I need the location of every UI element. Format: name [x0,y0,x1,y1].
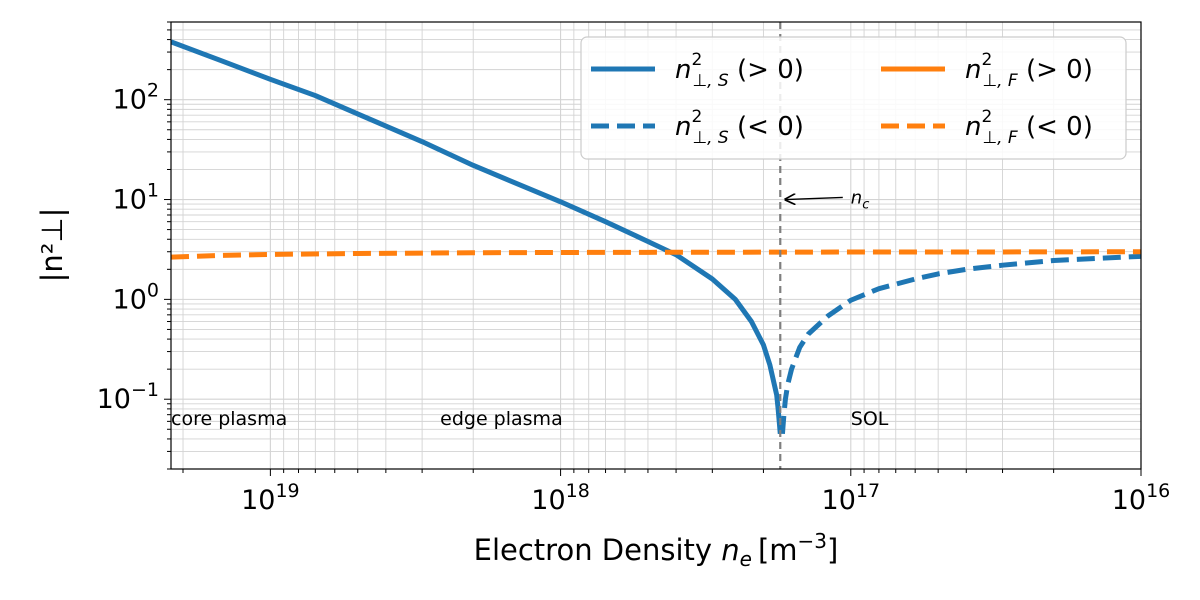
annotation-label: nc [851,187,870,212]
legend-label: n2 ⊥, S (> 0) [675,50,804,91]
y-tick-label: 10−1 [97,379,159,415]
x-tick-label: 1019 [241,480,300,516]
legend-label: n2 ⊥, F (> 0) [965,50,1093,91]
legend-box [580,36,1127,160]
annotation-arrow [785,197,843,199]
plot-frame [170,21,1142,470]
x-tick-label: 1018 [531,480,590,516]
series-line-0 [171,39,783,435]
x-tick-label: 1017 [822,480,881,516]
y-tick-label: 101 [113,180,159,216]
series-line-1 [779,253,1141,435]
region-label: core plasma [171,408,287,430]
y-axis-title: |n²⊥| [35,208,69,283]
legend: n2 ⊥, S (> 0) n2 ⊥, S (< 0) n2 ⊥, F (> 0) n2 ⊥,… [580,36,1127,160]
region-label: SOL [851,408,889,430]
x-axis-title: Electron Density ne [m−3] [474,529,839,571]
y-tick-label: 102 [113,80,159,116]
series-line-3 [171,249,1141,260]
legend-label: n2 ⊥, F (< 0) [965,107,1093,148]
annotations: nc core plasma edge plasma SOL [171,187,889,430]
region-label: edge plasma [440,408,563,430]
x-tick-label: 1016 [1112,480,1171,516]
legend-label: n2 ⊥, S (< 0) [675,107,804,148]
y-tick-label: 100 [113,279,159,315]
axis-ticks: 1019 1018 1017 1016 10−1 100 101 102 [97,21,1171,516]
